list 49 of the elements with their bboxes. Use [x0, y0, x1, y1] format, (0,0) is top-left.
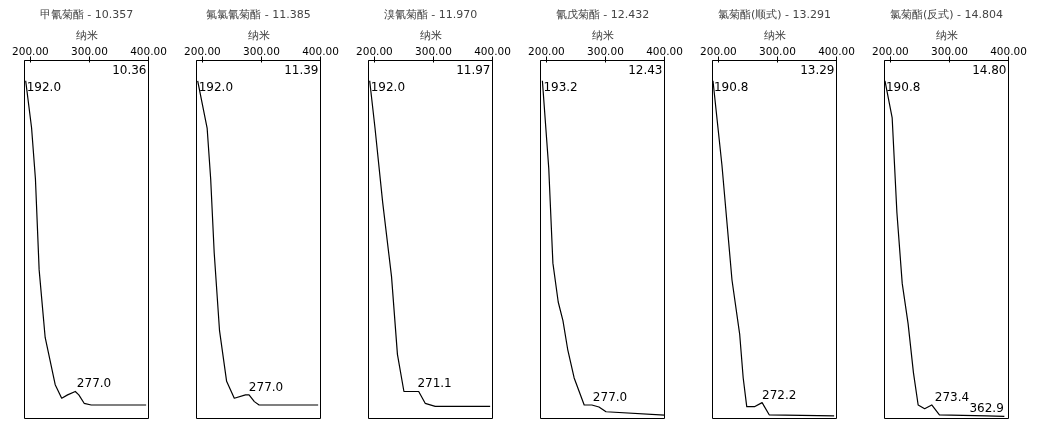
annotation: 192.0: [26, 79, 62, 94]
text: 11.97: [456, 62, 491, 77]
x-tick-label: 200.00: [12, 44, 49, 57]
chart-title: 氰戊菊酯 - 12.432: [555, 7, 650, 21]
annotation: 192.0: [198, 79, 234, 94]
text: 14.80: [972, 62, 1007, 77]
annotation: 277.0: [76, 376, 112, 391]
chart-title: 溴氰菊酯 - 11.970: [383, 7, 478, 21]
x-tick-label: 400.00: [646, 44, 683, 57]
x-axis-title: 纳米: [419, 28, 442, 42]
x-tick-label: 200.00: [356, 44, 393, 57]
text: 10.36: [112, 62, 147, 77]
annotation: 273.4: [934, 389, 970, 404]
x-tick-label: 300.00: [415, 44, 452, 57]
x-tick-label: 300.00: [587, 44, 624, 57]
x-tick-label: 200.00: [872, 44, 909, 57]
annotation: 190.8: [885, 79, 921, 94]
annotation: 193.2: [543, 79, 578, 94]
chart-title: 氯菊酯(反式) - 14.804: [889, 7, 1004, 21]
x-tick-label: 200.00: [528, 44, 565, 57]
x-axis-title: 纳米: [763, 28, 786, 42]
annotation: 190.8: [713, 79, 749, 94]
x-tick-label: 400.00: [818, 44, 855, 57]
x-tick-label: 400.00: [130, 44, 167, 57]
x-tick-label: 300.00: [71, 44, 108, 57]
x-tick-label: 400.00: [990, 44, 1027, 57]
x-tick-label: 400.00: [302, 44, 339, 57]
chart-title: 氟氯氰菊酯 - 11.385: [206, 7, 311, 21]
x-tick-label: 200.00: [184, 44, 221, 57]
annotation: 362.9: [969, 400, 1004, 415]
x-axis-title: 纳米: [935, 28, 958, 42]
chart-title: 甲氰菊酯 - 10.357: [39, 7, 134, 21]
x-axis-title: 纳米: [75, 28, 98, 42]
annotation: 277.0: [592, 389, 628, 404]
x-tick-label: 300.00: [759, 44, 796, 57]
text: 11.39: [284, 62, 319, 77]
x-tick-label: 300.00: [243, 44, 280, 57]
annotation: 271.1: [417, 376, 452, 391]
x-tick-label: 300.00: [931, 44, 968, 57]
annotation: 192.0: [370, 79, 406, 94]
x-tick-label: 400.00: [474, 44, 511, 57]
x-tick-label: 200.00: [700, 44, 737, 57]
annotation: 277.0: [248, 379, 284, 394]
text: 13.29: [800, 62, 835, 77]
x-axis-title: 纳米: [247, 28, 270, 42]
chart-title: 氯菊酯(顺式) - 13.291: [717, 7, 832, 21]
text: 12.43: [628, 62, 663, 77]
x-axis-title: 纳米: [591, 28, 614, 42]
annotation: 272.2: [762, 387, 797, 402]
